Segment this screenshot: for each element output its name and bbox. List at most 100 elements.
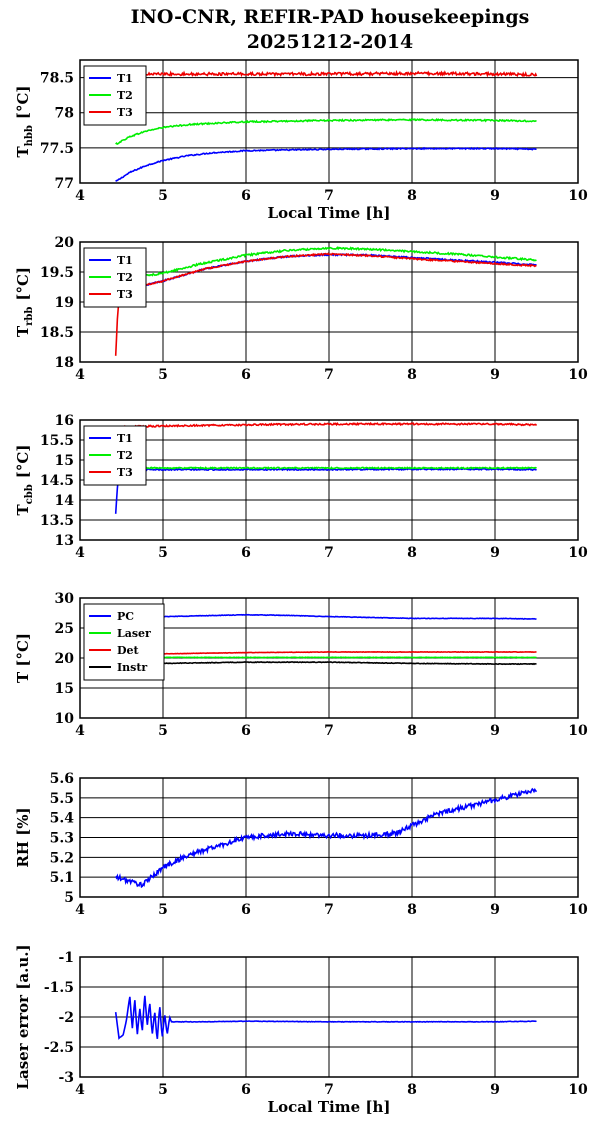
x-tick-label: 7 — [324, 1082, 334, 1098]
x-tick-label: 8 — [407, 367, 417, 383]
y-tick-label: -3 — [58, 1070, 74, 1086]
legend: T1 T2 T3 — [83, 425, 147, 486]
x-tick-label: 4 — [75, 902, 85, 918]
legend-label: T1 — [117, 72, 133, 85]
x-tick-label: 10 — [568, 367, 588, 383]
x-tick-label: 8 — [407, 188, 417, 204]
x-tick-label: 5 — [158, 723, 168, 739]
legend-label: PC — [117, 610, 134, 623]
y-tick-label: -1.5 — [44, 980, 74, 996]
x-tick-label: 8 — [407, 723, 417, 739]
y-tick-label: 5.6 — [50, 771, 74, 787]
y-tick-label: 77 — [55, 176, 74, 192]
x-tick-label: 10 — [568, 902, 588, 918]
legend-label: T2 — [117, 449, 133, 462]
chart-panel-4: 4 5 6 7 8 9 10 10 15 20 25 30 T [°C] PC Laser Det Instr — [14, 591, 588, 739]
x-tick-label: 7 — [324, 545, 334, 561]
x-tick-label: 6 — [241, 1082, 251, 1098]
y-axis-label: Laser error [a.u.] — [14, 944, 32, 1089]
y-tick-label: 19.5 — [40, 265, 74, 281]
series-line-instr — [115, 661, 537, 666]
legend-label: T1 — [117, 432, 133, 445]
y-tick-label: 19 — [55, 295, 74, 311]
x-tick-label: 4 — [75, 188, 85, 204]
x-axis-label: Local Time [h] — [268, 1098, 391, 1116]
y-tick-label: 77.5 — [40, 141, 74, 157]
legend-label: T3 — [117, 106, 133, 119]
chart-panel-6: 4 5 6 7 8 9 10 -3 -2.5 -2 -1.5 -1 Local Time [h] Lase… — [14, 944, 588, 1116]
x-tick-label: 6 — [241, 188, 251, 204]
x-tick-label: 9 — [490, 545, 500, 561]
y-axis-label: T [°C] — [14, 633, 32, 683]
y-tick-label: 20 — [55, 651, 75, 667]
legend-label: Laser — [117, 627, 151, 640]
x-tick-label: 6 — [241, 545, 251, 561]
series-line-t2 — [121, 466, 538, 470]
legend: T1 T2 T3 — [83, 65, 147, 126]
y-tick-label: 20 — [55, 235, 75, 251]
x-tick-label: 8 — [407, 1082, 417, 1098]
x-tick-label: 8 — [407, 545, 417, 561]
series-line-det — [115, 650, 537, 656]
x-tick-label: 7 — [324, 188, 334, 204]
legend: T1 T2 T3 — [83, 247, 147, 308]
y-tick-label: 30 — [55, 591, 75, 607]
x-tick-label: 6 — [241, 367, 251, 383]
x-tick-label: 4 — [75, 545, 85, 561]
x-tick-label: 7 — [324, 902, 334, 918]
series-line-data — [114, 995, 537, 1040]
plot-frame — [79, 59, 579, 184]
y-axis-label: RH [%] — [14, 807, 32, 867]
series-line-t3 — [115, 69, 538, 78]
plot-frame — [79, 597, 579, 719]
plot-frame — [79, 956, 579, 1078]
chart-panel-2: 4 5 6 7 8 9 10 18 18.5 19 19.5 20 Trbb[°C] T1 T2 T3 — [14, 235, 588, 383]
x-tick-label: 5 — [158, 902, 168, 918]
x-tick-label: 4 — [75, 367, 85, 383]
series-line-t2 — [119, 246, 537, 281]
y-axis-label: Tcbb[°C] — [14, 445, 35, 516]
x-tick-label: 10 — [568, 1082, 588, 1098]
plot-frame — [79, 777, 579, 898]
y-tick-label: -2 — [58, 1010, 74, 1026]
y-tick-label: 14.5 — [40, 473, 74, 489]
y-tick-label: 5 — [64, 890, 74, 906]
x-tick-label: 10 — [568, 188, 588, 204]
series-line-t1 — [115, 146, 537, 182]
x-tick-label: 6 — [241, 902, 251, 918]
y-tick-label: 14 — [55, 493, 75, 509]
x-tick-label: 9 — [490, 723, 500, 739]
series-line-t3 — [114, 252, 537, 356]
chart-panel-3: 4 5 6 7 8 9 10 13 13.5 14 14.5 15 15.5 16 Tcbb[°C] T1 T2… — [14, 413, 588, 561]
y-axis-label: Thbb[°C] — [14, 85, 35, 157]
legend-label: T3 — [117, 288, 133, 301]
x-tick-label: 9 — [490, 902, 500, 918]
y-tick-label: 13 — [55, 533, 74, 549]
y-tick-label: 15.5 — [40, 433, 74, 449]
legend: PC Laser Det Instr — [83, 603, 165, 681]
y-tick-label: 5.2 — [50, 850, 74, 866]
y-tick-label: 16 — [55, 413, 74, 429]
figure-title-line1: INO-CNR, REFIR-PAD housekeepings — [131, 6, 530, 28]
series-line-t1 — [114, 467, 537, 514]
figure-title-line2: 20251212-2014 — [247, 31, 414, 53]
y-tick-label: 5.1 — [50, 870, 74, 886]
y-tick-label: -2.5 — [44, 1040, 74, 1056]
y-tick-label: 18.5 — [40, 325, 74, 341]
y-tick-label: 15 — [55, 453, 74, 469]
y-tick-label: 13.5 — [40, 513, 74, 529]
legend-label: T2 — [117, 89, 133, 102]
series-line-data — [114, 787, 538, 889]
series-line-laser — [115, 656, 537, 659]
plot-frame — [79, 419, 579, 541]
x-tick-label: 10 — [568, 545, 588, 561]
x-tick-label: 7 — [324, 723, 334, 739]
x-tick-label: 5 — [158, 545, 168, 561]
y-tick-label: 5.3 — [50, 831, 74, 847]
y-tick-label: 10 — [55, 711, 75, 727]
x-tick-label: 8 — [407, 902, 417, 918]
x-tick-label: 5 — [158, 1082, 168, 1098]
y-tick-label: 15 — [55, 681, 74, 697]
